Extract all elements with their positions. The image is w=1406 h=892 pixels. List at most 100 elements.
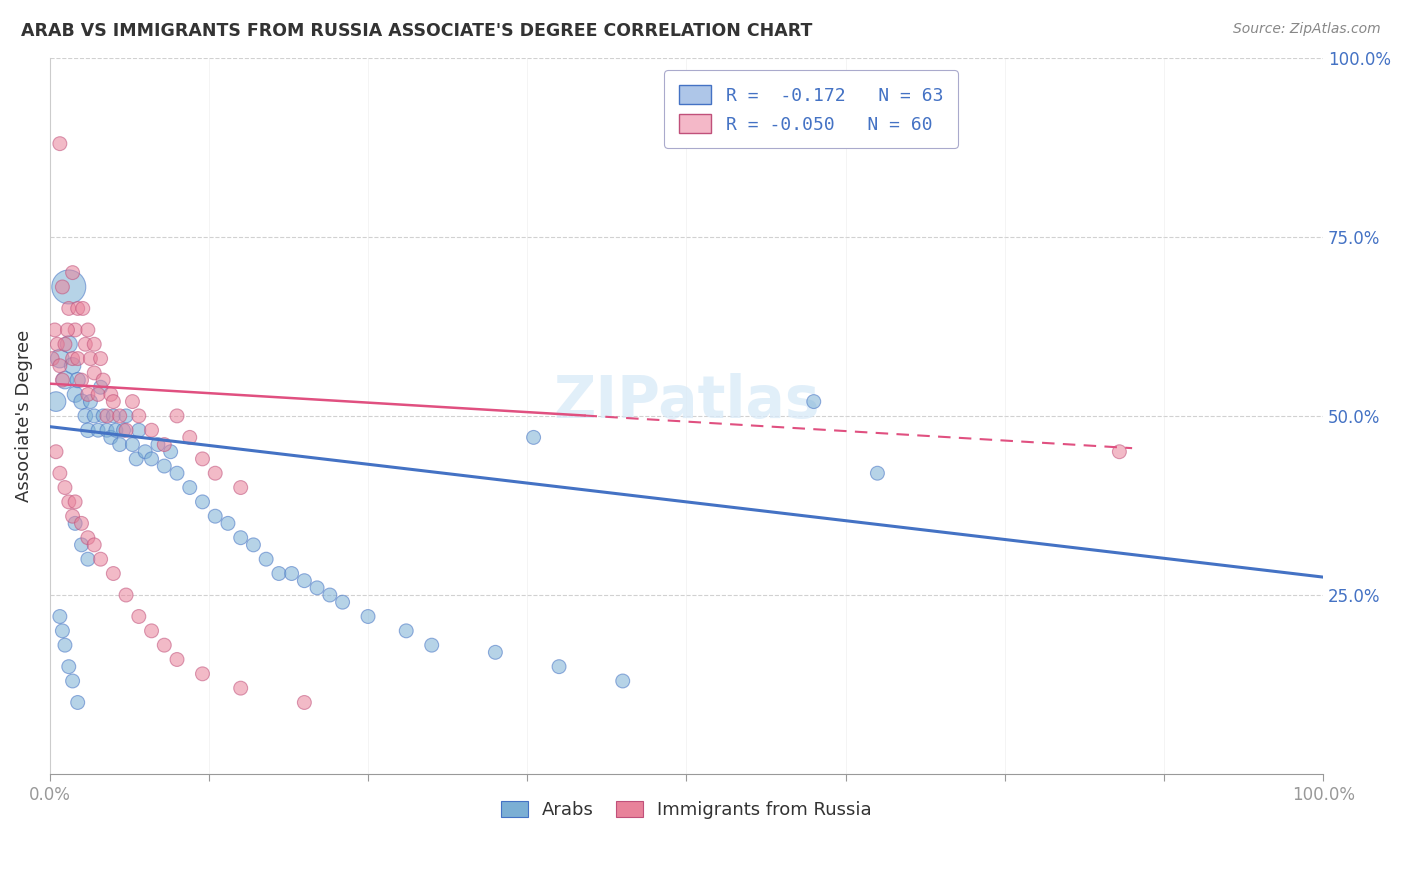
- Point: [46, 337, 69, 351]
- Point: [76, 531, 98, 545]
- Point: [153, 458, 176, 473]
- Point: [128, 609, 150, 624]
- Text: ZIPatlas: ZIPatlas: [553, 373, 820, 430]
- Point: [45, 394, 67, 409]
- Point: [79, 394, 101, 409]
- Point: [108, 409, 131, 423]
- Point: [70, 394, 93, 409]
- Point: [866, 467, 889, 481]
- Point: [307, 581, 329, 595]
- Point: [204, 467, 226, 481]
- Point: [49, 359, 72, 373]
- Point: [166, 467, 188, 481]
- Point: [115, 423, 138, 437]
- Point: [58, 495, 80, 509]
- Point: [153, 638, 176, 652]
- Point: [96, 423, 118, 437]
- Point: [96, 409, 118, 423]
- Point: [100, 430, 122, 444]
- Point: [217, 516, 239, 531]
- Point: [612, 673, 634, 688]
- Point: [62, 359, 84, 373]
- Point: [141, 451, 163, 466]
- Point: [141, 624, 163, 638]
- Point: [267, 566, 290, 581]
- Point: [63, 495, 86, 509]
- Point: [292, 696, 315, 710]
- Point: [62, 509, 84, 524]
- Point: [100, 387, 122, 401]
- Point: [166, 409, 188, 423]
- Point: [62, 351, 84, 366]
- Point: [53, 337, 76, 351]
- Point: [125, 451, 148, 466]
- Point: [53, 481, 76, 495]
- Point: [803, 394, 825, 409]
- Point: [357, 609, 380, 624]
- Point: [44, 323, 66, 337]
- Point: [76, 387, 98, 401]
- Point: [146, 437, 169, 451]
- Point: [103, 394, 125, 409]
- Point: [49, 609, 72, 624]
- Point: [121, 437, 143, 451]
- Point: [121, 394, 143, 409]
- Text: Source: ZipAtlas.com: Source: ZipAtlas.com: [1233, 22, 1381, 37]
- Point: [153, 437, 176, 451]
- Point: [112, 423, 135, 437]
- Point: [76, 423, 98, 437]
- Point: [66, 373, 89, 387]
- Point: [66, 351, 89, 366]
- Point: [63, 323, 86, 337]
- Point: [90, 552, 112, 566]
- Point: [49, 351, 72, 366]
- Point: [72, 301, 94, 316]
- Point: [395, 624, 418, 638]
- Point: [420, 638, 443, 652]
- Point: [58, 301, 80, 316]
- Point: [179, 430, 201, 444]
- Point: [484, 645, 506, 659]
- Point: [1108, 444, 1130, 458]
- Point: [128, 423, 150, 437]
- Point: [66, 696, 89, 710]
- Point: [70, 516, 93, 531]
- Point: [191, 495, 214, 509]
- Point: [128, 409, 150, 423]
- Point: [108, 437, 131, 451]
- Point: [76, 323, 98, 337]
- Point: [134, 444, 156, 458]
- Point: [548, 659, 571, 673]
- Point: [58, 659, 80, 673]
- Point: [115, 409, 138, 423]
- Point: [53, 638, 76, 652]
- Y-axis label: Associate's Degree: Associate's Degree: [15, 330, 32, 502]
- Point: [83, 337, 105, 351]
- Point: [53, 373, 76, 387]
- Point: [90, 351, 112, 366]
- Point: [62, 266, 84, 280]
- Point: [63, 387, 86, 401]
- Point: [280, 566, 302, 581]
- Point: [90, 380, 112, 394]
- Point: [76, 552, 98, 566]
- Legend: Arabs, Immigrants from Russia: Arabs, Immigrants from Russia: [494, 793, 879, 826]
- Point: [58, 337, 80, 351]
- Point: [75, 337, 97, 351]
- Point: [63, 516, 86, 531]
- Point: [45, 444, 67, 458]
- Point: [141, 423, 163, 437]
- Point: [70, 373, 93, 387]
- Point: [166, 652, 188, 666]
- Point: [332, 595, 354, 609]
- Point: [191, 451, 214, 466]
- Point: [83, 538, 105, 552]
- Point: [254, 552, 277, 566]
- Point: [319, 588, 342, 602]
- Point: [87, 387, 110, 401]
- Point: [229, 481, 252, 495]
- Point: [41, 351, 63, 366]
- Point: [56, 323, 79, 337]
- Point: [115, 588, 138, 602]
- Point: [79, 351, 101, 366]
